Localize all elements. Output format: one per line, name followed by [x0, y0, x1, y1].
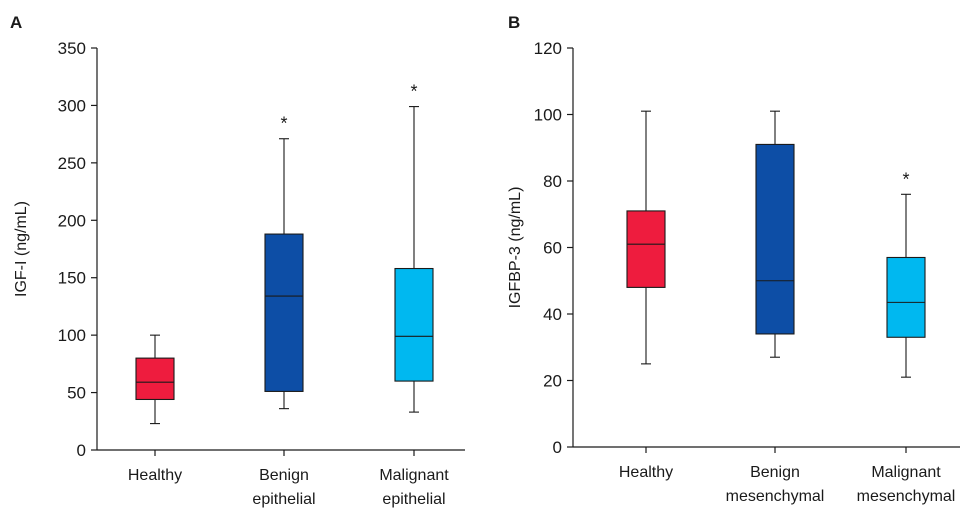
boxplot-2: *: [264, 114, 304, 410]
category-label: Healthy: [619, 464, 673, 481]
panel-letter: A: [10, 13, 22, 32]
y-axis-label: IGF-I (ng/mL): [13, 201, 30, 297]
y-tick-label: 200: [58, 211, 86, 230]
boxplot-1: [626, 110, 666, 365]
panel-letter: B: [508, 13, 520, 32]
y-tick-label: 300: [58, 96, 86, 115]
box-iqr: [755, 143, 795, 335]
y-tick-label: 350: [58, 39, 86, 58]
chart-panel-a: A 0 50 100 150 200 250 300 350 Healthy Benign epith…: [10, 13, 465, 508]
y-tick-label: 250: [58, 154, 86, 173]
box-iqr: [394, 267, 434, 382]
boxplot-3: *: [886, 169, 926, 378]
category-label: mesenchymal: [726, 488, 825, 505]
y-tick-label: 0: [553, 438, 562, 457]
y-tick-label: 0: [77, 441, 86, 460]
y-tick-label: 80: [543, 172, 562, 191]
y-tick-label: 150: [58, 269, 86, 288]
box-iqr: [135, 357, 175, 401]
y-tick-label: 100: [58, 326, 86, 345]
significance-marker: *: [902, 169, 909, 189]
y-tick-label: 120: [534, 39, 562, 58]
box-iqr: [264, 233, 304, 392]
box-iqr: [626, 210, 666, 288]
y-tick-label: 40: [543, 305, 562, 324]
boxplot-1: [135, 334, 175, 425]
category-label: Benign: [750, 464, 800, 481]
category-label: epithelial: [382, 491, 445, 508]
chart-panel-b: B 0 20 40 60 80 100 120 Healthy Benign mesenchymal…: [507, 13, 960, 505]
category-label: Malignant: [871, 464, 941, 481]
category-label: mesenchymal: [857, 488, 956, 505]
box-iqr: [886, 256, 926, 338]
y-tick-label: 100: [534, 106, 562, 125]
y-tick-label: 50: [67, 384, 86, 403]
y-axis-label: IGFBP-3 (ng/mL): [507, 187, 524, 309]
significance-marker: *: [280, 114, 287, 134]
y-tick-label: 20: [543, 372, 562, 391]
category-label: Malignant: [379, 467, 449, 484]
boxplot-3: *: [394, 82, 434, 413]
category-label: Healthy: [128, 467, 182, 484]
category-label: Benign: [259, 467, 309, 484]
category-label: epithelial: [252, 491, 315, 508]
boxplot-2: [755, 110, 795, 358]
y-tick-label: 60: [543, 239, 562, 258]
significance-marker: *: [410, 82, 417, 102]
